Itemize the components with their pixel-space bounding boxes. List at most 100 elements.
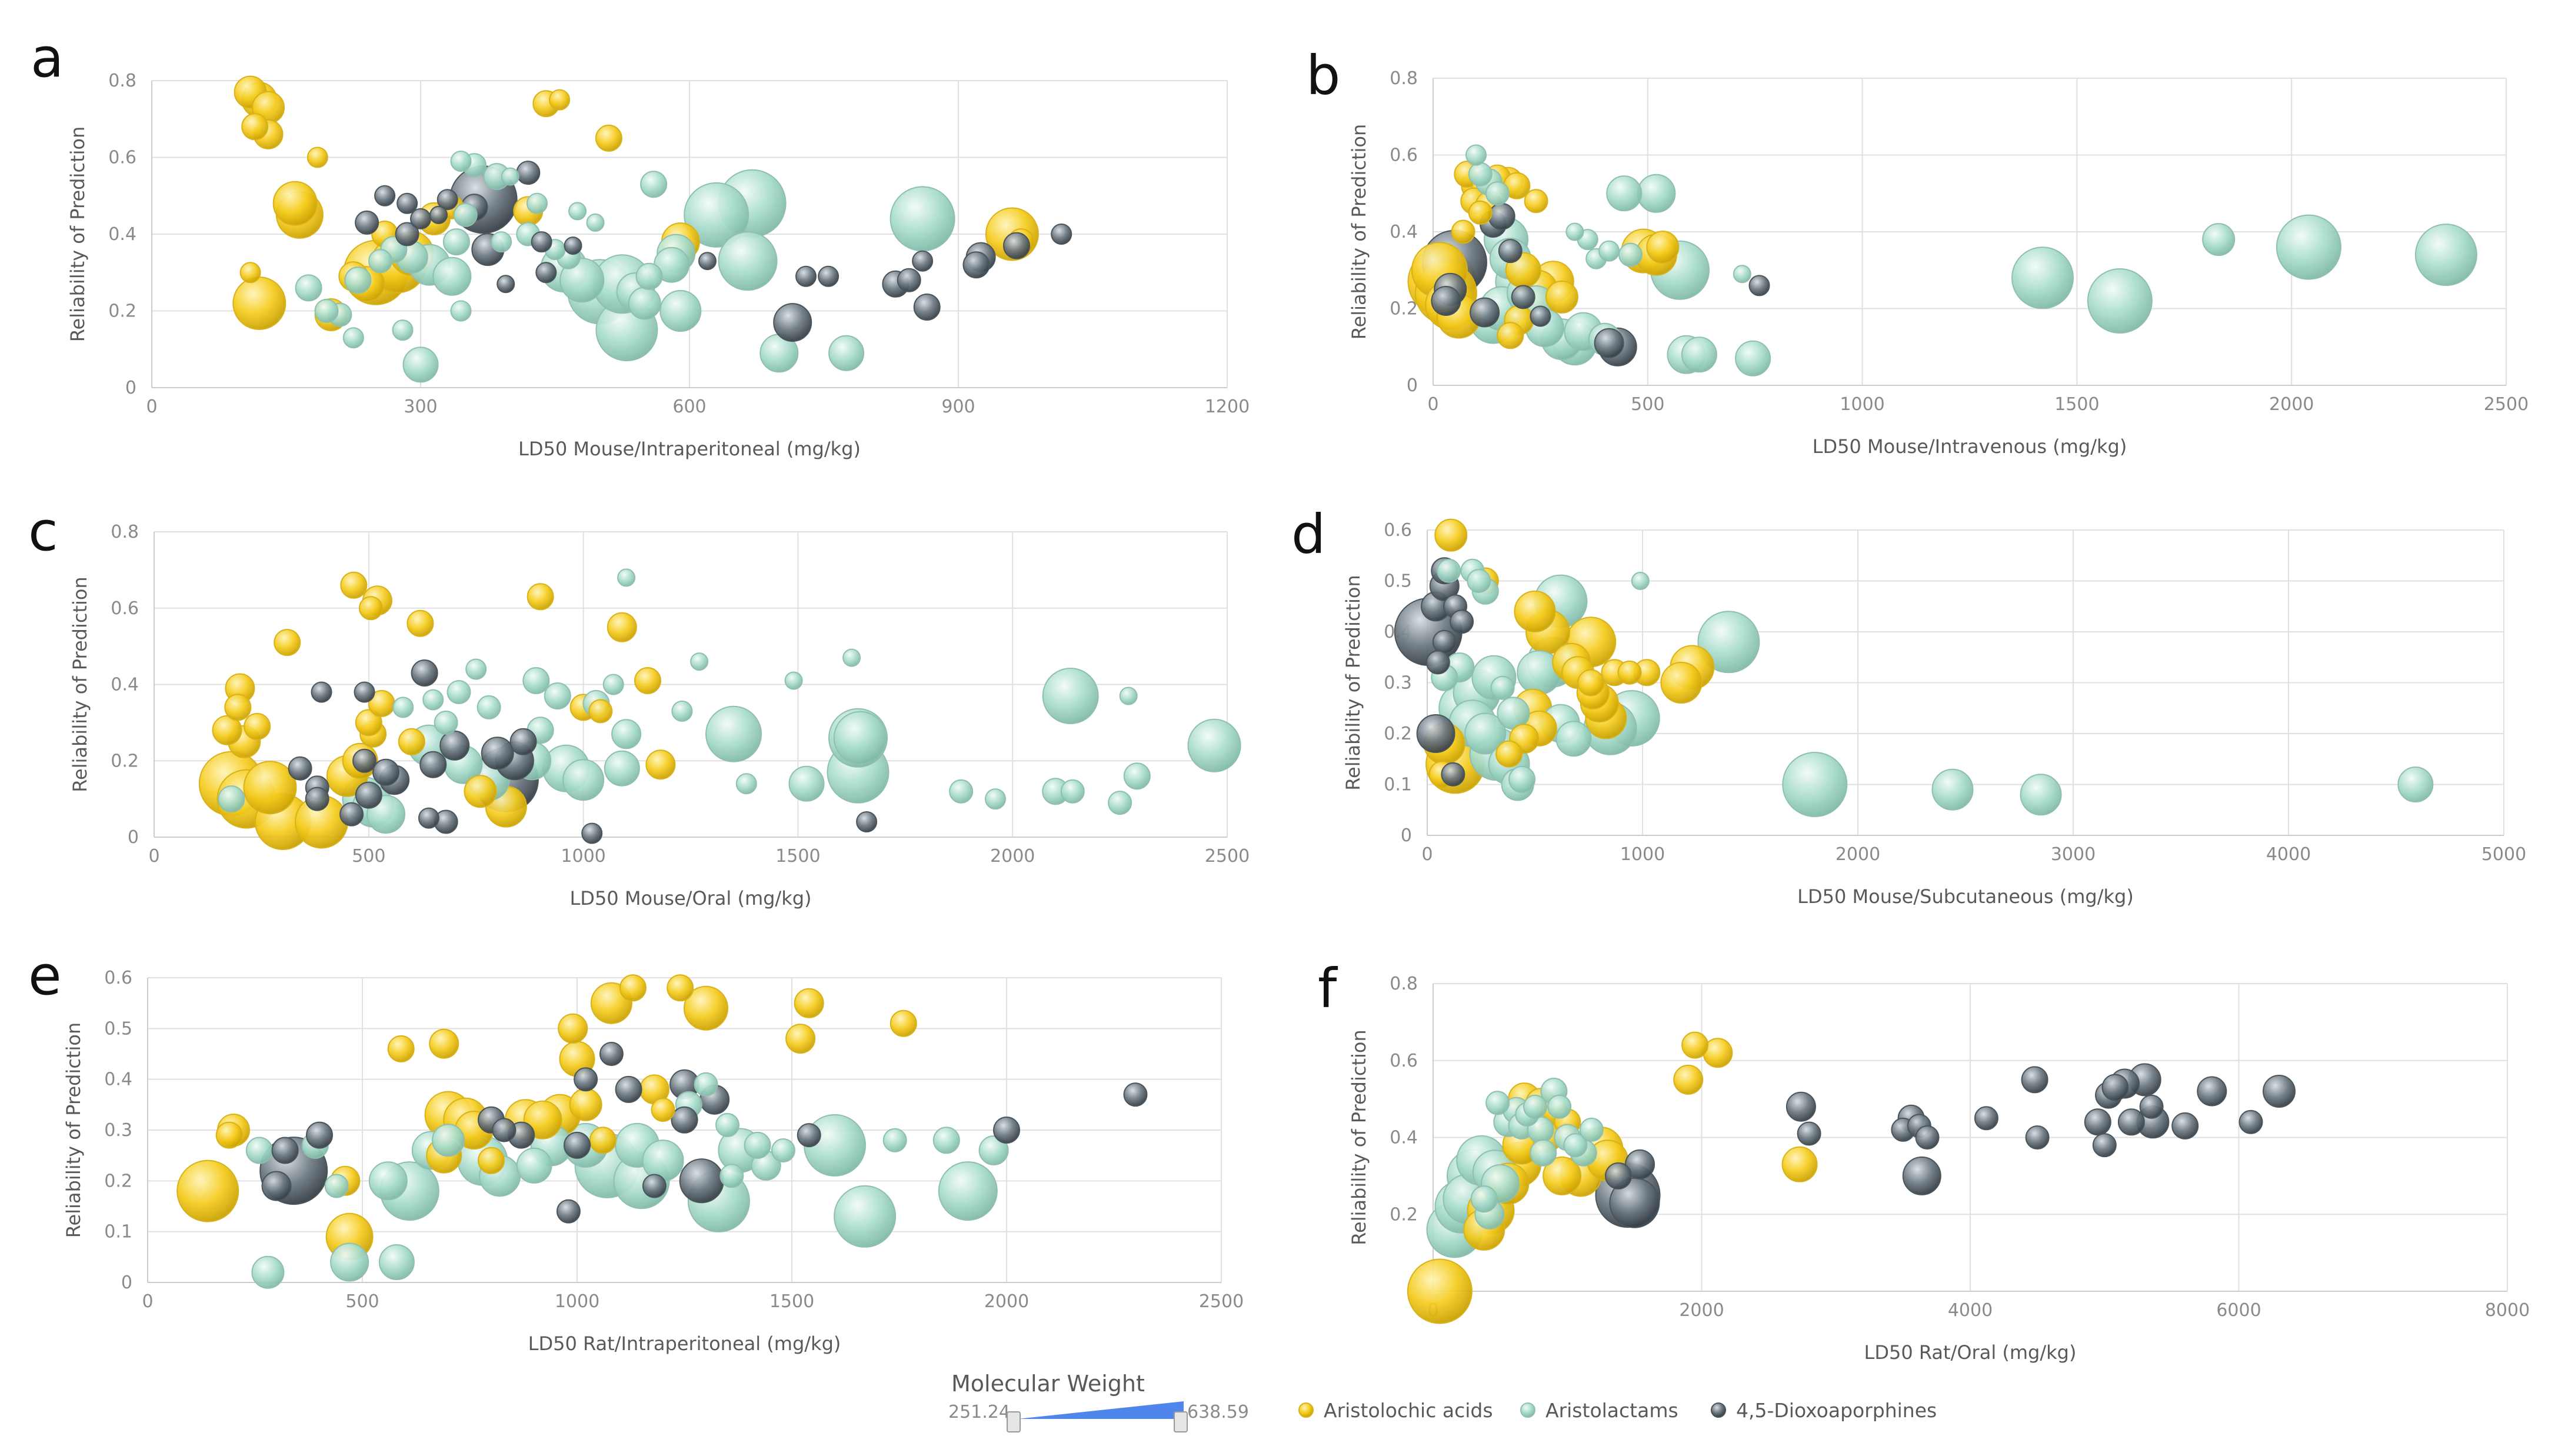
bubble-aristolochic-acids [355,709,382,737]
bubble-aristolactams [442,228,470,256]
y-tick-label: 0.8 [108,71,136,91]
bubble-aristolactams [544,682,571,709]
bubble-4-5-dioxoaporphines [1902,1156,1941,1195]
bubble-4-5-dioxoaporphines [355,210,379,235]
bubble-4-5-dioxoaporphines [1594,328,1624,358]
bubble-4-5-dioxoaporphines [1432,629,1457,654]
bubble-4-5-dioxoaporphines [2092,1133,2117,1158]
bubble-aristolactams [784,671,803,690]
x-tick-label: 0 [142,1291,153,1312]
bubble-4-5-dioxoaporphines [574,1067,598,1092]
panel-b: 0 500 1000 1500 2000 2500 0 0.2 0.4 0.6 0.8 LD50 Mo… [1306,44,2529,458]
x-axis-title: LD50 Mouse/Oral (mg/kg) [569,887,811,909]
x-tick-label: 1000 [561,846,605,867]
bubble-4-5-dioxoaporphines [339,802,364,827]
bubble-4-5-dioxoaporphines [2197,1076,2227,1107]
bubble-aristolochic-acids [387,1035,415,1062]
bubble-4-5-dioxoaporphines [2101,1074,2129,1101]
bubble-4-5-dioxoaporphines [509,728,537,755]
bubble-aristolactams [1555,721,1592,757]
y-axis-title: Reliability of Prediction [1348,1029,1370,1245]
bubble-aristolochic-acids [398,728,425,755]
bubble-aristolactams [602,674,624,695]
size-legend-title: Molecular Weight [951,1371,1145,1397]
bubble-aristolactams [562,759,605,801]
bubble-aristolactams [2087,268,2153,334]
bubble-aristolactams [1470,1185,1498,1213]
x-tick-label: 2000 [984,1291,1029,1312]
x-axis-title: LD50 Mouse/Intraperitoneal (mg/kg) [518,438,861,460]
y-tick-label: 0.2 [1384,724,1412,744]
bubble-aristolochic-acids [244,712,271,740]
bubble-4-5-dioxoaporphines [1915,1125,1940,1150]
bubble-4-5-dioxoaporphines [615,1075,642,1103]
bubble-aristolactams [1467,569,1491,593]
bubble-4-5-dioxoaporphines [374,185,396,206]
bubble-aristolochic-acids [619,974,647,1002]
bubble-4-5-dioxoaporphines [397,192,418,214]
bubble-4-5-dioxoaporphines [419,751,447,778]
bubble-aristolactams [1681,336,1717,373]
panel-letter: c [28,500,58,563]
y-tick-label: 0.6 [104,968,132,988]
legend-label-dioxoaporphines: 4,5-Dioxoaporphines [1736,1399,1937,1422]
x-tick-label: 2500 [1205,846,1250,867]
x-tick-label: 2500 [2484,394,2529,415]
panel-e: 0 500 1000 1500 2000 2500 0 0.1 0.2 0.3 0.4 0.5 0.6 L… [28,944,1244,1355]
bubble-4-5-dioxoaporphines [437,189,458,211]
bubble-4-5-dioxoaporphines [2117,1108,2145,1136]
y-tick-label: 0.5 [1384,571,1412,592]
bubble-aristolactams [684,182,749,248]
bubble-4-5-dioxoaporphines [288,756,312,781]
size-legend-handle-min[interactable] [1007,1411,1021,1432]
bubble-aristolactams [628,286,661,320]
bubble-aristolactams [392,697,414,718]
bubble-aristolochic-acids [527,583,554,611]
bubble-aristolochic-acids [212,715,242,745]
bubble-aristolochic-acids [1524,189,1548,214]
bubble-4-5-dioxoaporphines [1441,762,1465,787]
bubble-4-5-dioxoaporphines [795,265,817,287]
bubble-aristolactams [501,167,519,186]
bubble-aristolactams [422,689,444,711]
panel-letter: d [1291,503,1325,566]
bubble-aristolactams [245,1137,273,1164]
y-tick-label: 0 [128,827,139,848]
bubble-aristolactams [432,1124,465,1157]
x-tick-label: 2500 [1199,1291,1244,1312]
bubble-aristolactams [368,249,392,274]
bubble-aristolactams [330,1242,369,1282]
bubble-4-5-dioxoaporphines [261,1171,292,1201]
bubble-aristolactams [1637,174,1676,213]
bubble-aristolochic-acids [1495,740,1523,768]
panel-d: 01000200030004000500000.10.20.30.40.50.6… [1291,503,2526,908]
bubble-4-5-dioxoaporphines [395,222,419,246]
bubble-4-5-dioxoaporphines [599,1042,624,1066]
bubble-aristolactams [434,710,458,735]
bubble-aristolactams [2020,774,2062,816]
bubble-aristolactams [1437,558,1461,583]
size-legend-handle-max[interactable] [1174,1411,1188,1432]
x-tick-label: 1000 [555,1291,599,1312]
bubble-4-5-dioxoaporphines [2139,1094,2164,1119]
bubble-4-5-dioxoaporphines [1748,275,1770,296]
bubble-4-5-dioxoaporphines [492,1118,517,1142]
bubble-aristolactams [671,700,693,722]
bubble-aristolactams [642,1140,684,1182]
bubble-aristolactams [1490,675,1515,700]
bubble-4-5-dioxoaporphines [912,250,934,272]
bubble-aristolochic-acids [634,667,661,694]
bubble-4-5-dioxoaporphines [2025,1125,2050,1150]
bubble-aristolactams [1465,144,1487,166]
bubble-aristolochic-acids [307,146,328,168]
bubble-4-5-dioxoaporphines [1974,1106,1998,1131]
bubble-aristolactams [1464,712,1507,755]
bubble-4-5-dioxoaporphines [1797,1121,1821,1146]
bubble-4-5-dioxoaporphines [311,681,332,703]
bubble-4-5-dioxoaporphines [556,1199,581,1224]
bubble-aristolactams [1733,265,1751,284]
bubble-4-5-dioxoaporphines [429,205,448,224]
bubble-4-5-dioxoaporphines [679,1158,724,1204]
bubble-aristolochic-acids [890,1009,917,1037]
